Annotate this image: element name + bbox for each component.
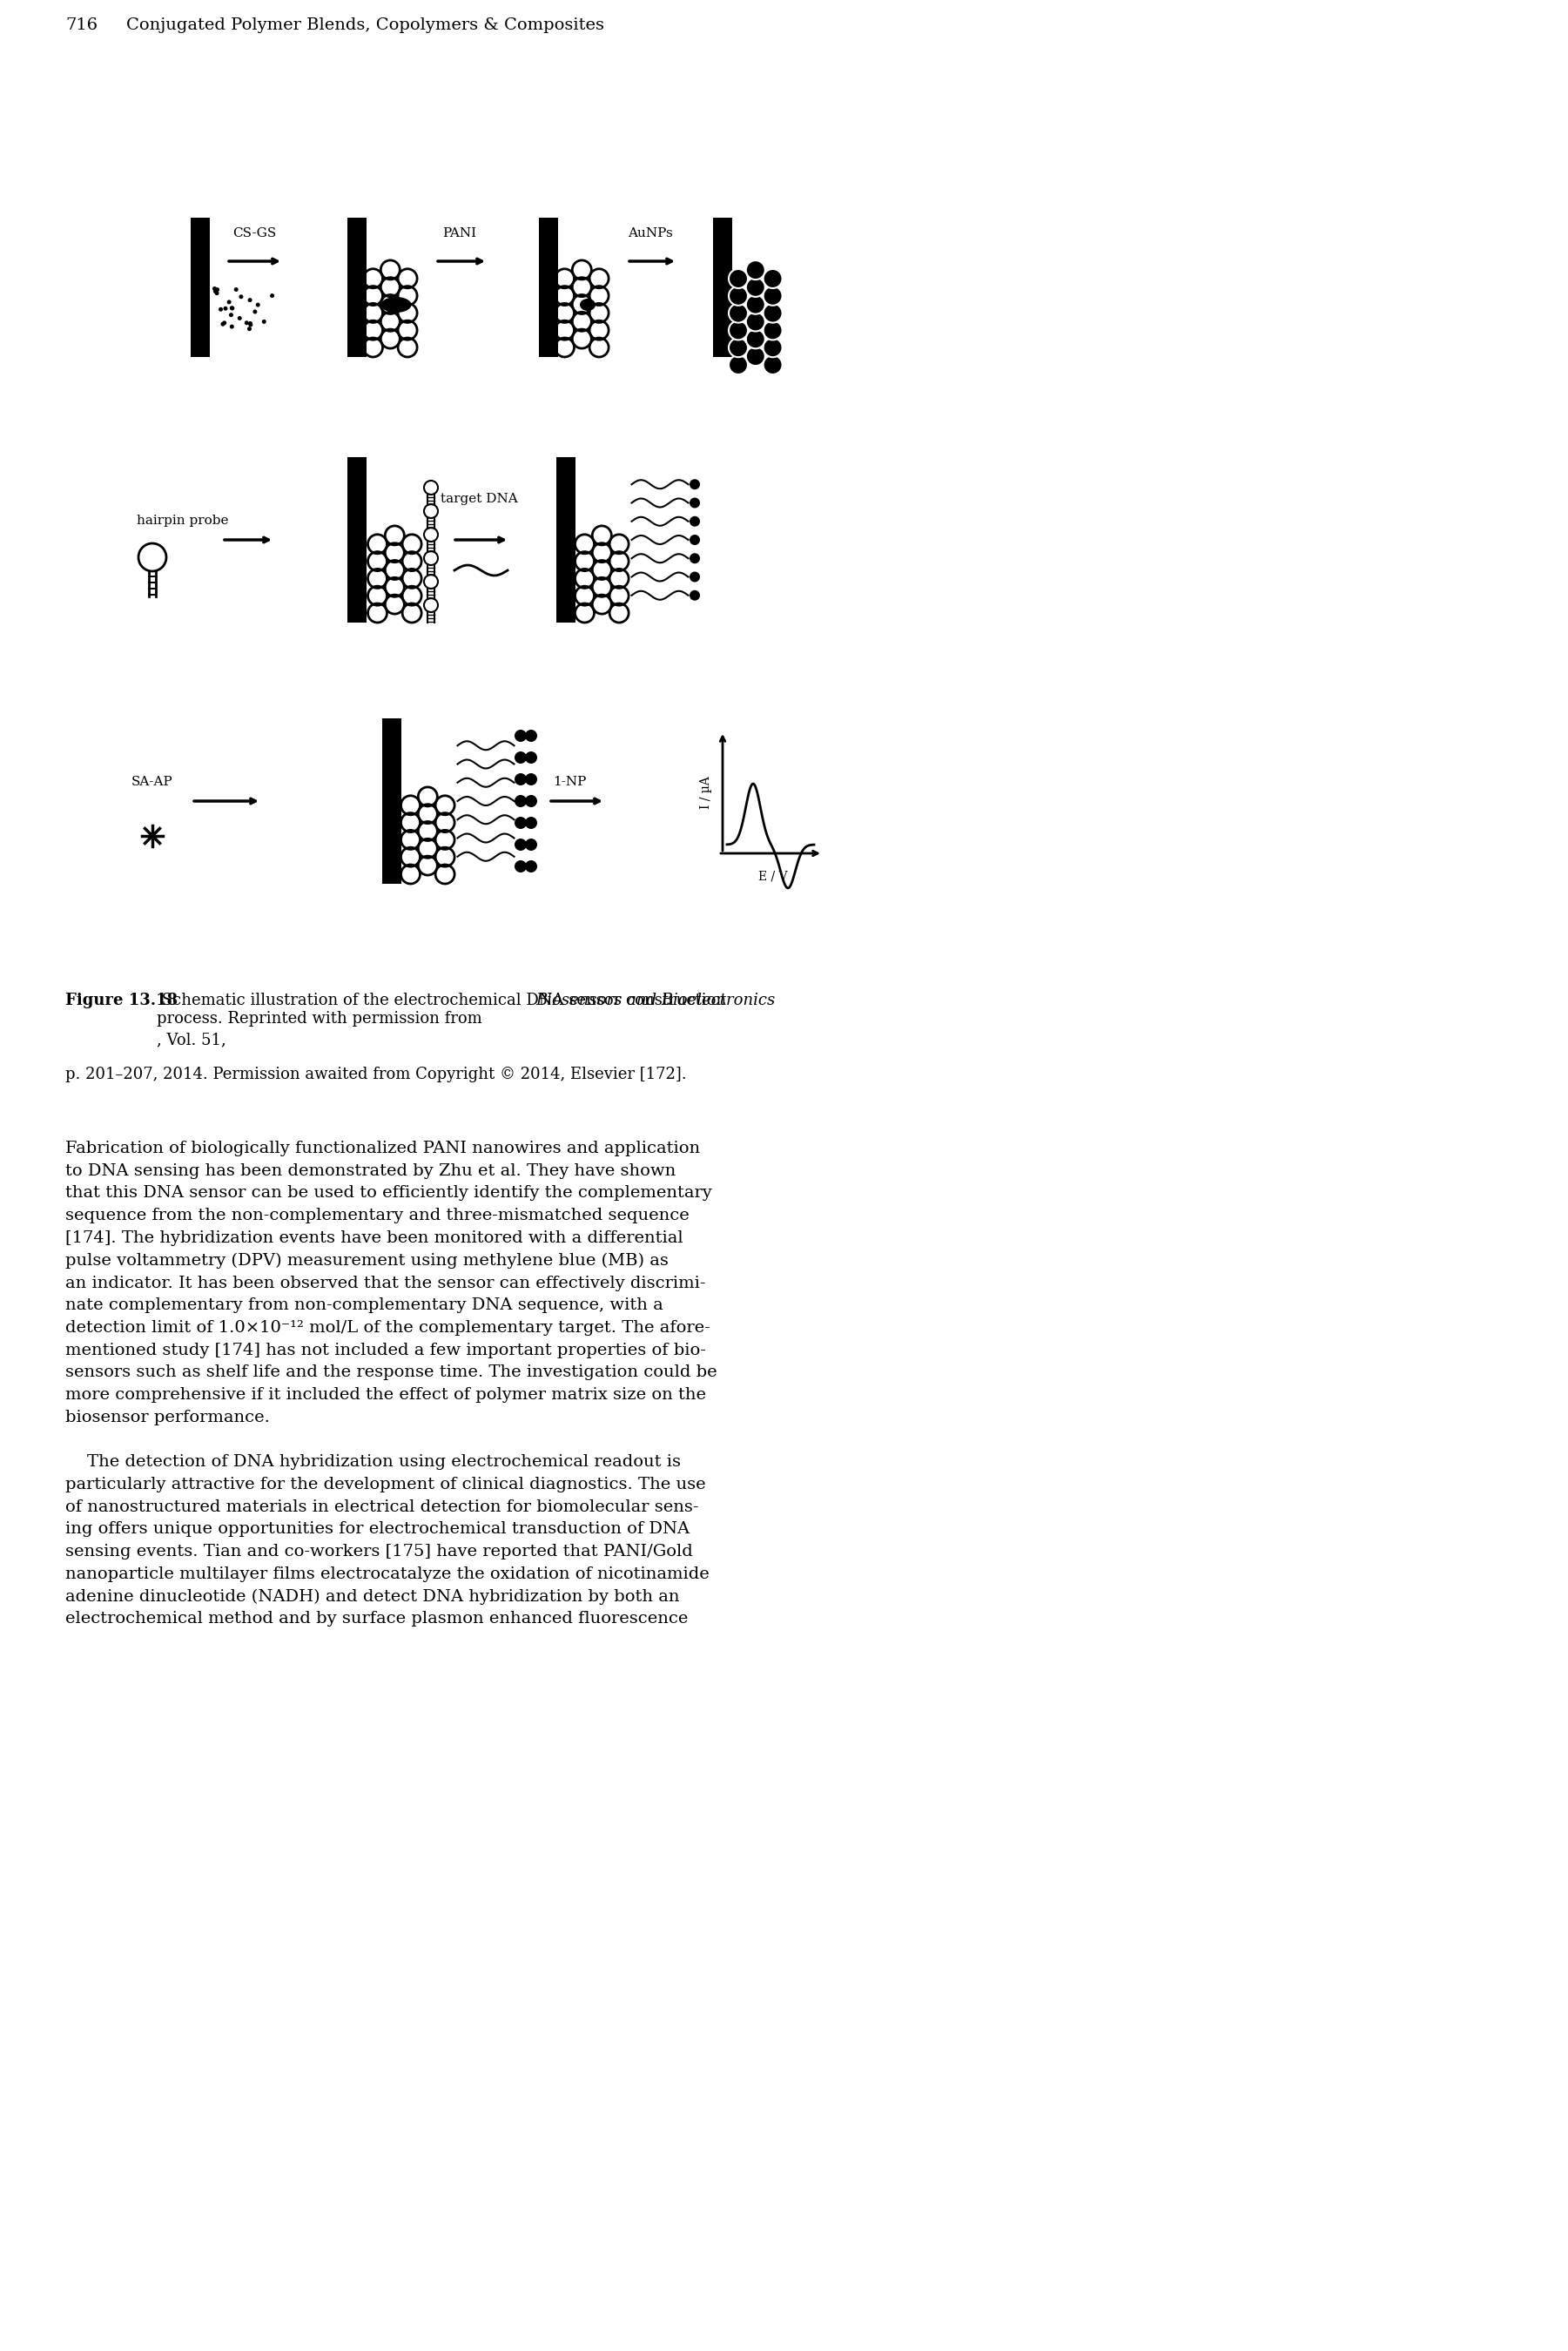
Circle shape (525, 795, 538, 806)
Ellipse shape (580, 299, 596, 310)
Circle shape (690, 590, 699, 600)
Circle shape (746, 329, 765, 348)
Circle shape (256, 303, 260, 308)
Ellipse shape (381, 296, 411, 313)
Circle shape (746, 294, 765, 315)
Circle shape (764, 268, 782, 289)
Circle shape (690, 552, 699, 564)
Circle shape (514, 839, 527, 851)
Circle shape (729, 287, 748, 306)
Circle shape (764, 303, 782, 322)
Circle shape (229, 324, 234, 329)
Circle shape (215, 292, 220, 296)
Circle shape (514, 729, 527, 743)
Bar (191, 219, 210, 357)
Circle shape (238, 294, 243, 299)
Text: 716: 716 (66, 16, 97, 33)
Text: Biosensors and Bioelectronics: Biosensors and Bioelectronics (535, 992, 775, 1009)
Text: SA-AP: SA-AP (132, 776, 172, 788)
Text: Fabrication of biologically functionalized PANI nanowires and application
to DNA: Fabrication of biologically functionaliz… (66, 1140, 717, 1627)
Circle shape (229, 306, 234, 310)
Circle shape (237, 315, 241, 320)
Circle shape (729, 320, 748, 341)
Circle shape (248, 299, 252, 303)
Bar (348, 219, 367, 357)
Circle shape (746, 346, 765, 367)
Circle shape (690, 498, 699, 508)
Circle shape (245, 320, 249, 324)
Circle shape (212, 287, 216, 292)
Circle shape (213, 289, 218, 294)
Text: Conjugated Polymer Blends, Copolymers & Composites: Conjugated Polymer Blends, Copolymers & … (127, 16, 604, 33)
Circle shape (215, 287, 220, 292)
Circle shape (525, 839, 538, 851)
Circle shape (525, 773, 538, 785)
Text: E / V: E / V (759, 870, 787, 884)
Circle shape (525, 860, 538, 872)
Circle shape (764, 320, 782, 341)
Circle shape (227, 301, 230, 303)
Bar (539, 219, 558, 357)
Circle shape (234, 287, 238, 292)
Text: Schematic illustration of the electrochemical DNA sensor construction
process. R: Schematic illustration of the electroche… (157, 992, 726, 1027)
Circle shape (223, 320, 226, 324)
Circle shape (514, 773, 527, 785)
Circle shape (525, 816, 538, 830)
Text: CS-GS: CS-GS (232, 228, 276, 240)
Circle shape (248, 327, 251, 331)
Circle shape (221, 322, 224, 327)
Circle shape (690, 480, 699, 489)
Circle shape (514, 795, 527, 806)
Circle shape (223, 306, 227, 310)
Circle shape (729, 339, 748, 357)
Circle shape (252, 310, 257, 315)
Circle shape (729, 268, 748, 289)
Circle shape (729, 303, 748, 322)
Bar (713, 219, 732, 357)
Circle shape (746, 277, 765, 296)
Circle shape (729, 355, 748, 374)
Circle shape (525, 752, 538, 764)
Circle shape (690, 534, 699, 545)
Circle shape (746, 261, 765, 280)
Circle shape (764, 339, 782, 357)
Text: I / µA: I / µA (699, 776, 712, 809)
Circle shape (248, 322, 252, 327)
Circle shape (514, 860, 527, 872)
Circle shape (229, 313, 234, 317)
Text: , Vol. 51,: , Vol. 51, (157, 1032, 226, 1049)
Circle shape (525, 729, 538, 743)
Circle shape (262, 320, 267, 324)
Text: target DNA: target DNA (441, 494, 517, 505)
Text: p. 201–207, 2014. Permission awaited from Copyright © 2014, Elsevier [172].: p. 201–207, 2014. Permission awaited fro… (66, 1067, 687, 1081)
Circle shape (514, 752, 527, 764)
Circle shape (514, 816, 527, 830)
Circle shape (230, 306, 235, 310)
Circle shape (764, 287, 782, 306)
Circle shape (764, 355, 782, 374)
Bar (557, 456, 575, 623)
Text: AuNPs: AuNPs (627, 228, 673, 240)
Text: hairpin probe: hairpin probe (136, 515, 229, 527)
Text: 1-NP: 1-NP (554, 776, 586, 788)
Bar (348, 456, 367, 623)
Circle shape (218, 308, 223, 310)
Circle shape (746, 313, 765, 331)
Circle shape (690, 517, 699, 527)
Text: PANI: PANI (442, 228, 477, 240)
Circle shape (270, 294, 274, 299)
Text: Figure 13.18: Figure 13.18 (66, 992, 177, 1009)
Circle shape (248, 322, 252, 327)
Bar (383, 719, 401, 884)
Circle shape (690, 571, 699, 583)
